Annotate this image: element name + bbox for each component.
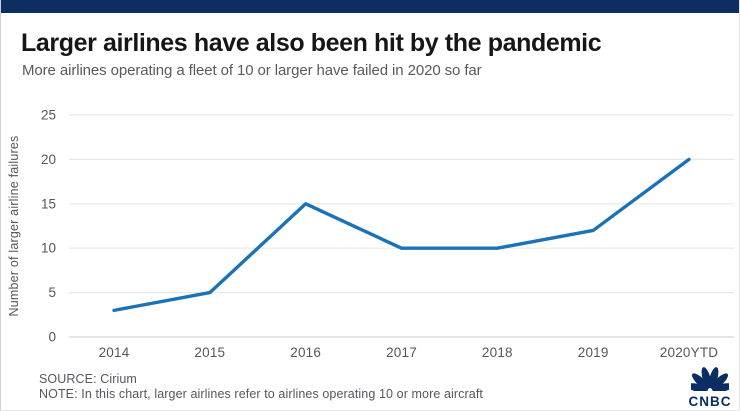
source-text: SOURCE: Cirium: [39, 372, 137, 386]
x-axis-label: 2014: [99, 345, 130, 360]
y-tick-label: 20: [41, 152, 56, 167]
chart-footnotes: SOURCE: Cirium NOTE: In this chart, larg…: [39, 372, 599, 402]
x-axis-label: 2020YTD: [660, 345, 718, 360]
y-tick-label: 5: [48, 285, 56, 300]
x-axis-label: 2017: [386, 345, 417, 360]
chart-subtitle: More airlines operating a fleet of 10 or…: [22, 62, 482, 79]
cnbc-logo: CNBC: [681, 366, 739, 408]
x-axis-label: 2015: [194, 345, 225, 360]
nbc-peacock-icon: [686, 367, 734, 393]
cnbc-wordmark: CNBC: [688, 394, 732, 409]
data-line: [112, 157, 691, 313]
chart-title: Larger airlines have also been hit by th…: [21, 29, 602, 57]
x-axis-label: 2018: [482, 345, 513, 360]
x-axis-label: 2016: [290, 345, 321, 360]
top-accent-bar: [1, 0, 739, 13]
note-text: NOTE: In this chart, larger airlines ref…: [39, 387, 483, 401]
x-axis-label: 2019: [578, 345, 609, 360]
y-tick-label: 0: [48, 330, 56, 345]
y-tick-label: 10: [41, 241, 56, 256]
y-tick-label: 15: [41, 196, 56, 211]
y-tick-label: 25: [41, 108, 56, 123]
y-axis-title: Number of larger airline failures: [7, 136, 21, 317]
